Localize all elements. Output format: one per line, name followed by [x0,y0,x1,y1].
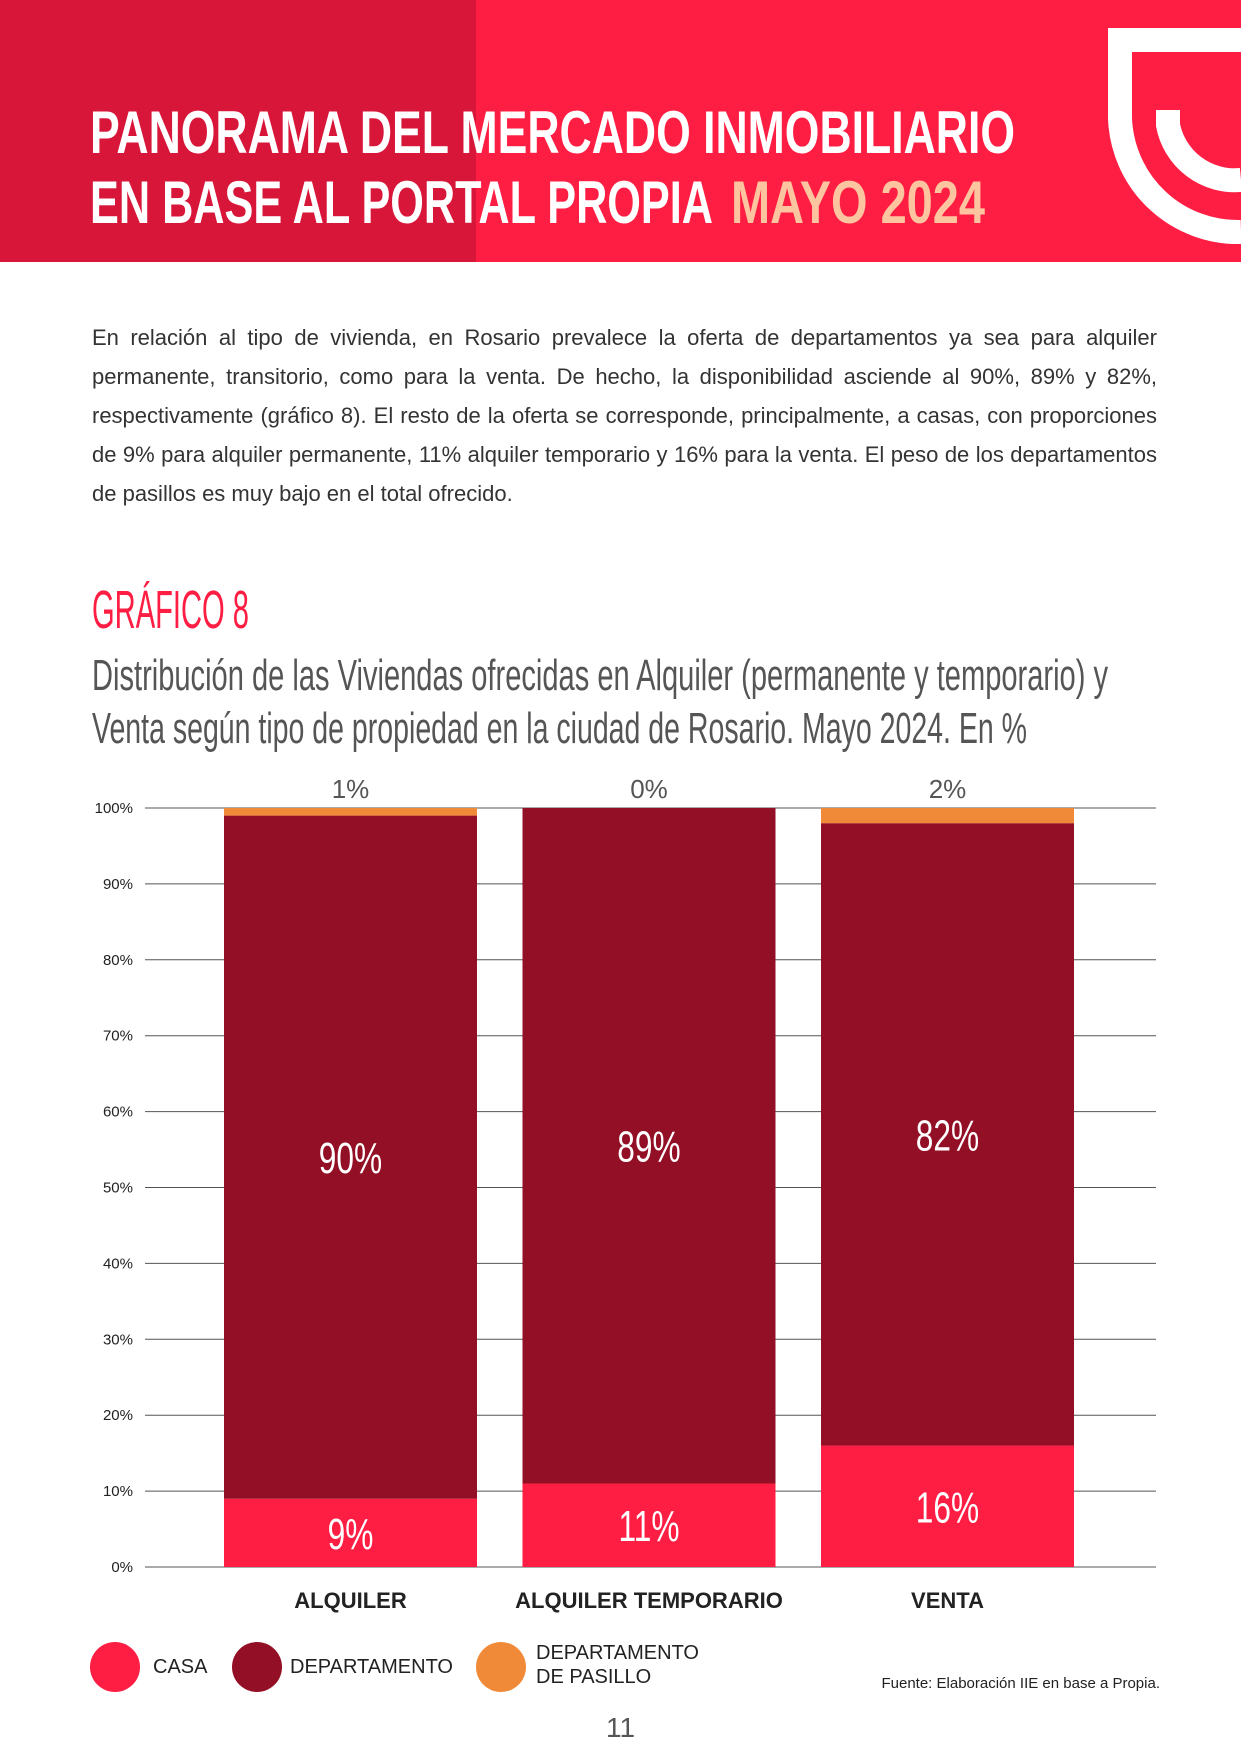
y-tick-label: 50% [103,1180,133,1197]
y-tick-label: 20% [103,1407,133,1424]
y-tick-label: 30% [103,1331,133,1348]
header-highlight: MAYO 2024 [731,169,985,236]
x-tick-label: ALQUILER TEMPORARIO [515,1588,783,1613]
value-label: 1% [332,774,370,804]
chart-subtitle: Distribución de las Viviendas ofrecidas … [92,651,1108,700]
value-label: 82% [916,1111,979,1160]
value-label: 90% [319,1134,382,1183]
bar-segment [522,808,776,1484]
value-label: 2% [929,774,967,804]
header-line: PANORAMA DEL MERCADO INMOBILIARIO [90,99,1015,166]
legend-label: CASA [153,1656,208,1678]
bar-segment [224,815,477,1499]
legend-swatch [476,1642,526,1692]
bar-segment [522,1483,776,1567]
header-line: EN BASE AL PORTAL PROPIA [90,169,713,236]
y-tick-label: 60% [103,1104,133,1121]
y-tick-label: 70% [103,1028,133,1045]
logo-outer [1108,28,1241,245]
legend-label: DEPARTAMENTO DE PASILLO [536,1642,699,1688]
x-tick-label: VENTA [911,1588,984,1613]
value-label: 0% [630,774,668,804]
body-paragraph: En relación al tipo de vivienda, en Rosa… [92,325,1157,506]
legend-label: DEPARTAMENTO [290,1656,453,1678]
bar-segment [821,808,1074,824]
value-label: 16% [916,1483,979,1532]
y-tick-label: 100% [95,800,133,817]
page-number: 11 [605,1712,636,1743]
source-note: Fuente: Elaboración IIE en base a Propia… [881,1675,1160,1692]
logo-inner [1156,110,1241,193]
chart-subtitle: Venta según tipo de propiedad en la ciud… [92,704,1027,753]
value-label: 89% [617,1123,680,1172]
y-tick-label: 40% [103,1255,133,1272]
logo [1108,28,1241,245]
legend-swatch [232,1642,282,1692]
y-tick-label: 90% [103,876,133,893]
bar-segment [224,1498,477,1567]
value-label: 9% [328,1510,374,1559]
x-tick-label: ALQUILER [294,1588,407,1613]
y-tick-label: 10% [103,1483,133,1500]
value-label: 11% [618,1502,679,1551]
y-tick-label: 0% [111,1559,133,1576]
y-tick-label: 80% [103,952,133,969]
bar-segment [821,1445,1074,1567]
bar-segment [821,823,1074,1446]
chart-title: GRÁFICO 8 [92,580,249,640]
bar-segment [224,808,477,816]
legend-swatch [90,1642,140,1692]
header-band-dark [0,0,476,262]
